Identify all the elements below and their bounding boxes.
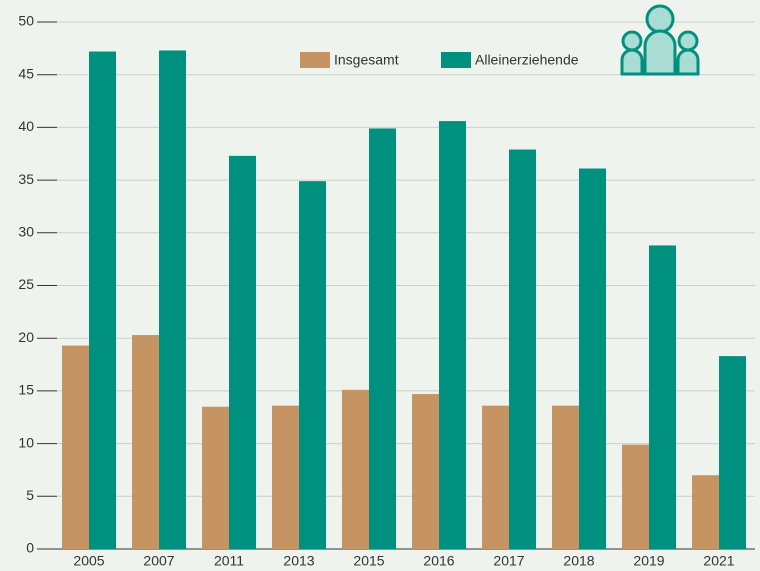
y-tick-label: 10 <box>18 434 34 450</box>
legend-label: Insgesamt <box>334 52 399 68</box>
x-tick-label: 2019 <box>633 553 664 569</box>
bar <box>719 356 746 549</box>
y-tick-label: 15 <box>18 382 34 398</box>
y-tick-label: 50 <box>18 13 34 29</box>
y-tick-label: 30 <box>18 224 34 240</box>
x-tick-label: 2018 <box>563 553 594 569</box>
x-tick-label: 2013 <box>283 553 314 569</box>
bar <box>202 406 229 549</box>
family-icon <box>620 4 700 76</box>
y-tick-label: 20 <box>18 329 34 345</box>
y-tick-label: 25 <box>18 276 34 292</box>
y-tick-label: 40 <box>18 118 34 134</box>
bar <box>412 394 439 549</box>
x-tick-label: 2017 <box>493 553 524 569</box>
x-tick-label: 2021 <box>703 553 734 569</box>
x-tick-label: 2015 <box>353 553 384 569</box>
x-tick-label: 2011 <box>214 553 244 569</box>
bar <box>369 128 396 550</box>
bar <box>89 51 116 550</box>
x-tick-label: 2007 <box>143 553 174 569</box>
bar <box>692 475 719 549</box>
x-tick-label: 2016 <box>423 553 454 569</box>
bar <box>509 149 536 549</box>
bar <box>272 405 299 549</box>
legend-label: Alleinerziehende <box>475 52 579 68</box>
bar <box>622 444 649 549</box>
bar <box>579 168 606 550</box>
bar <box>299 181 326 550</box>
bar <box>649 245 676 549</box>
bar <box>229 155 256 549</box>
bar <box>482 405 509 549</box>
x-tick-label: 2005 <box>73 553 104 569</box>
legend-swatch <box>300 52 330 68</box>
y-tick-label: 5 <box>26 487 34 503</box>
bar <box>342 389 369 549</box>
y-tick-label: 45 <box>18 65 34 81</box>
bar <box>439 121 466 550</box>
bar <box>62 345 89 549</box>
y-tick-label: 35 <box>18 171 34 187</box>
bar <box>159 50 186 549</box>
legend-swatch <box>441 52 471 68</box>
bar <box>552 405 579 549</box>
bar <box>132 335 159 549</box>
y-tick-label: 0 <box>26 540 34 556</box>
